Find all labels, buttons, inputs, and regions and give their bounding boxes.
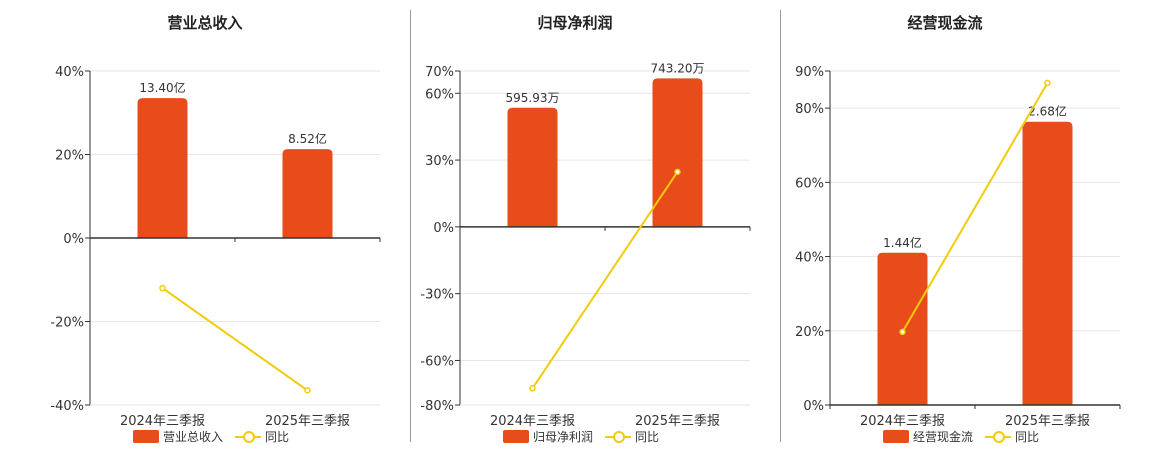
yoy-point <box>304 387 311 394</box>
cash-flow-chart: 90% 80% 60% 40% 20% 0% 1.44亿 2.68亿 2024年三季报 2025年… <box>795 65 1121 429</box>
yoy-point <box>529 385 536 392</box>
y-tick-label: 20% <box>795 325 824 340</box>
y-tick-label: -80% <box>420 399 454 414</box>
legend-bar-label[interactable]: 归母净利润 <box>533 430 594 444</box>
legend-bar-label[interactable]: 经营现金流 <box>913 430 974 444</box>
x-tick-label: 2025年三季报 <box>1005 414 1090 429</box>
legend: 营业总收入 同比 <box>133 428 289 445</box>
y-tick-label: 90% <box>795 65 824 80</box>
revenue-chart: 40% 20% 0% -20% -40% 13.40亿 8.52亿 2024年三季报 2025年… <box>50 65 381 429</box>
y-tick-label: 40% <box>795 251 824 266</box>
legend-line-swatch[interactable] <box>605 430 632 443</box>
y-tick-label: 60% <box>425 87 454 102</box>
bar-value-label: 743.20万 <box>651 61 705 75</box>
legend-line-label[interactable]: 同比 <box>1015 430 1040 444</box>
bar-value-label: 8.52亿 <box>288 131 327 146</box>
y-tick-label: 0% <box>803 399 824 414</box>
y-tick-label: 70% <box>425 65 454 80</box>
bar-value-label: 2.68亿 <box>1028 104 1067 119</box>
yoy-line <box>161 287 309 392</box>
yoy-point <box>159 284 166 292</box>
yoy-point <box>899 328 906 336</box>
y-tick-label: -20% <box>50 316 84 331</box>
x-tick-label: 2025年三季报 <box>635 414 720 429</box>
y-tick-label: 30% <box>425 154 454 169</box>
bar <box>652 78 703 227</box>
legend-line-swatch[interactable] <box>235 430 262 443</box>
panel-divider <box>410 10 411 442</box>
chart-title: 经营现金流 <box>907 14 983 32</box>
legend-bar-swatch[interactable] <box>133 430 159 443</box>
y-tick-label: -60% <box>420 354 454 369</box>
legend: 经营现金流 同比 <box>883 428 1039 445</box>
net-profit-chart: 70% 60% 30% 0% -30% -60% -80% 595.93万 743.20万 202… <box>420 61 751 429</box>
yoy-line <box>531 171 679 389</box>
bar <box>137 98 188 238</box>
x-tick-label: 2024年三季报 <box>860 414 945 429</box>
bar <box>1022 121 1073 405</box>
legend-bar-label[interactable]: 营业总收入 <box>163 430 224 444</box>
y-tick-label: 0% <box>63 232 84 247</box>
y-tick-label: 20% <box>55 149 84 164</box>
revenue-chart-panel: 营业总收入 40% 20% 0% -20% -40% 13.40亿 8.52亿 2024年三季… <box>20 0 390 450</box>
panel-divider <box>780 10 781 442</box>
yoy-point <box>674 168 681 176</box>
y-tick-label: 0% <box>433 221 454 236</box>
legend-line-label[interactable]: 同比 <box>265 430 290 444</box>
legend-line-label[interactable]: 同比 <box>635 430 660 444</box>
bar-value-label: 595.93万 <box>506 91 560 105</box>
cash-flow-chart-panel: 经营现金流 90% 80% 60% 40% 20% 0% 1.44亿 2.68亿 2024年三季… <box>760 0 1130 450</box>
net-profit-chart-panel: 归母净利润 70% 60% 30% 0% -30% -60% -80% 595.93万 743.… <box>390 0 760 450</box>
y-tick-label: -30% <box>420 288 454 303</box>
chart-title: 营业总收入 <box>167 14 243 32</box>
y-tick-label: -40% <box>50 399 84 414</box>
chart-title: 归母净利润 <box>537 14 613 32</box>
yoy-line <box>901 82 1049 333</box>
x-tick-label: 2025年三季报 <box>265 414 350 429</box>
bar <box>507 107 558 227</box>
legend-bar-swatch[interactable] <box>883 430 909 443</box>
x-tick-label: 2024年三季报 <box>490 414 575 429</box>
x-tick-label: 2024年三季报 <box>120 414 205 429</box>
legend-line-swatch[interactable] <box>985 430 1012 443</box>
yoy-point <box>1044 79 1051 87</box>
y-tick-label: 80% <box>795 102 824 117</box>
bar-value-label: 1.44亿 <box>883 235 922 250</box>
y-tick-label: 60% <box>795 176 824 191</box>
bar <box>282 149 333 238</box>
y-tick-label: 40% <box>55 65 84 80</box>
legend-bar-swatch[interactable] <box>503 430 529 443</box>
legend: 归母净利润 同比 <box>503 428 659 445</box>
bar-value-label: 13.40亿 <box>139 80 185 95</box>
